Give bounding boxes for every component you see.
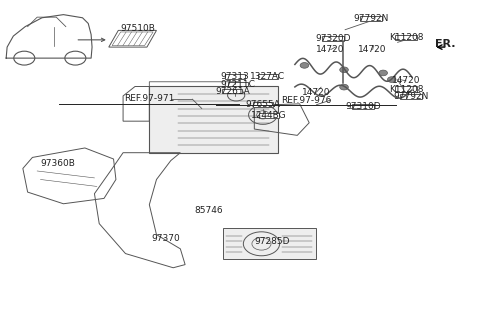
Text: 97285D: 97285D <box>254 238 290 246</box>
Text: 14720: 14720 <box>302 88 331 97</box>
Text: 1244BG: 1244BG <box>251 111 287 120</box>
Bar <box>258 74 278 79</box>
Bar <box>360 16 382 21</box>
Bar <box>149 86 278 153</box>
Bar <box>228 82 248 86</box>
Text: 97655A: 97655A <box>245 100 280 109</box>
Text: 97320D: 97320D <box>315 34 351 43</box>
Text: 97792N: 97792N <box>393 93 429 101</box>
Text: K11208: K11208 <box>389 33 423 42</box>
Circle shape <box>379 70 387 76</box>
Bar <box>395 35 417 40</box>
Text: 97360B: 97360B <box>40 159 75 168</box>
Text: 14720: 14720 <box>392 76 420 85</box>
Text: 97211C: 97211C <box>221 80 255 89</box>
Text: 97510B: 97510B <box>120 24 155 33</box>
Bar <box>259 113 279 118</box>
Circle shape <box>340 84 348 90</box>
Text: K11208: K11208 <box>389 85 423 93</box>
Bar <box>322 36 344 41</box>
Text: 1327AC: 1327AC <box>250 72 285 81</box>
Circle shape <box>340 67 348 73</box>
Bar <box>225 74 245 79</box>
Bar <box>400 94 422 100</box>
Circle shape <box>387 77 396 82</box>
Text: 14720: 14720 <box>359 45 387 54</box>
Text: REF.97-971: REF.97-971 <box>124 94 175 103</box>
Text: 97370: 97370 <box>152 234 180 243</box>
Text: FR.: FR. <box>435 39 456 49</box>
Circle shape <box>300 63 309 68</box>
Bar <box>395 86 417 92</box>
Bar <box>222 89 242 93</box>
Text: 85746: 85746 <box>195 206 223 215</box>
Text: 97313: 97313 <box>221 72 250 81</box>
Bar <box>352 104 374 109</box>
Text: 97310D: 97310D <box>345 102 381 111</box>
Bar <box>253 102 273 107</box>
Text: 97261A: 97261A <box>215 87 250 96</box>
Text: REF.97-976: REF.97-976 <box>281 95 331 105</box>
Bar <box>223 228 316 259</box>
Text: 97792N: 97792N <box>354 14 389 23</box>
Text: 14720: 14720 <box>316 45 345 54</box>
